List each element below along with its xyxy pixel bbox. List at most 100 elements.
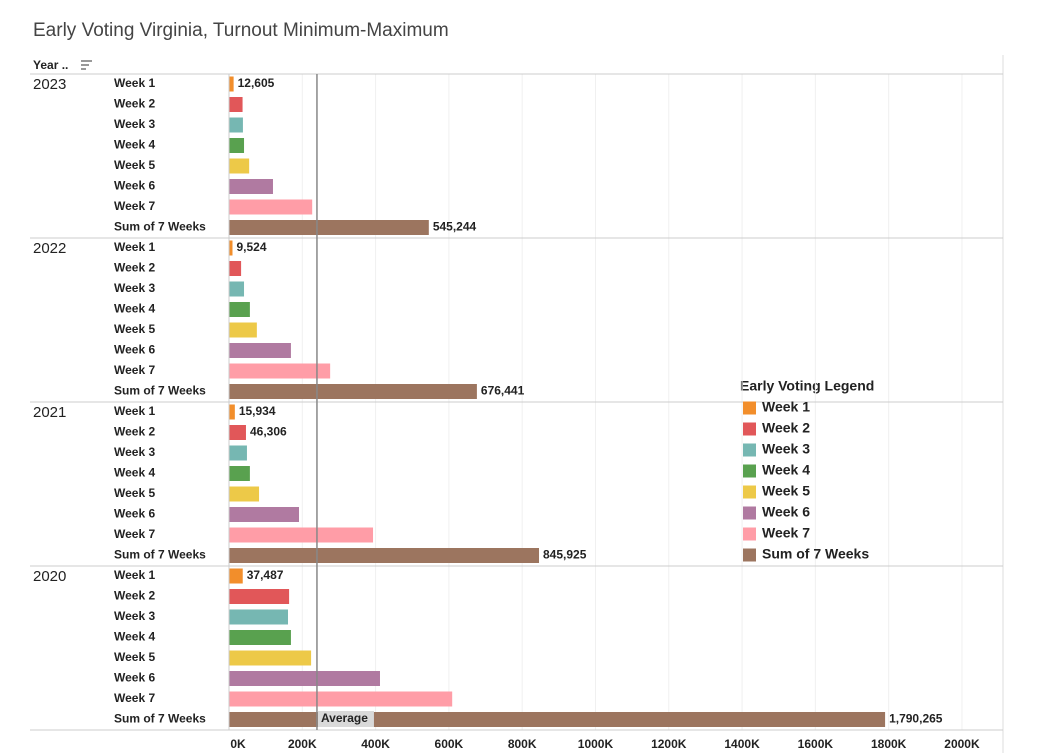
- bar: [229, 671, 380, 686]
- bar: [229, 404, 235, 420]
- data-label: 37,487: [247, 568, 284, 582]
- bar: [229, 568, 243, 584]
- row-label: Week 7: [114, 199, 155, 213]
- row-label: Week 1: [114, 568, 155, 582]
- reference-label: Average: [321, 711, 368, 725]
- row-label: Week 2: [114, 589, 155, 603]
- legend-swatch: [743, 506, 756, 520]
- row-label: Week 6: [114, 343, 155, 357]
- x-tick-label: 1200K: [651, 737, 687, 751]
- row-label: Week 1: [114, 76, 155, 90]
- bar: [229, 527, 374, 543]
- row-label: Week 3: [114, 117, 155, 131]
- group-header[interactable]: Year ..: [33, 58, 68, 72]
- row-label: Week 4: [114, 302, 155, 316]
- year-label: 2022: [33, 240, 66, 257]
- x-tick-label: 2000K: [944, 737, 980, 751]
- row-label: Sum of 7 Weeks: [114, 384, 206, 398]
- bar: [229, 630, 291, 645]
- row-label: Week 5: [114, 650, 155, 664]
- legend-title: Early Voting Legend: [740, 378, 874, 394]
- reference-label-bg: [317, 711, 374, 727]
- row-label: Sum of 7 Weeks: [114, 712, 206, 726]
- row-label: Sum of 7 Weeks: [114, 220, 206, 234]
- bar: [229, 220, 429, 235]
- legend-label: Week 4: [762, 462, 810, 478]
- row-label: Week 5: [114, 486, 155, 500]
- bar: [229, 712, 886, 727]
- bar: [229, 548, 540, 563]
- data-label: 15,934: [239, 404, 276, 418]
- row-label: Week 2: [114, 425, 155, 439]
- row-label: Week 7: [114, 691, 155, 705]
- data-label: 676,441: [481, 384, 525, 398]
- legend-label: Week 3: [762, 441, 810, 457]
- row-label: Week 3: [114, 445, 155, 459]
- year-label: 2020: [33, 568, 66, 585]
- data-label: 845,925: [543, 548, 587, 562]
- data-label: 12,605: [238, 76, 275, 90]
- legend-swatch: [743, 485, 756, 499]
- bar: [229, 97, 243, 112]
- legend-swatch: [743, 548, 756, 562]
- bar: [229, 343, 291, 358]
- bar: [229, 363, 331, 379]
- legend-swatch: [743, 527, 756, 541]
- row-label: Week 6: [114, 507, 155, 521]
- bar: [229, 322, 257, 338]
- row-label: Week 6: [114, 671, 155, 685]
- legend-swatch: [743, 464, 756, 478]
- bar: [229, 158, 250, 174]
- bar: [229, 384, 477, 399]
- bar: [229, 240, 233, 256]
- data-label: 46,306: [250, 425, 287, 439]
- row-label: Week 4: [114, 630, 155, 644]
- bar: [229, 261, 242, 276]
- x-tick-label: 1600K: [798, 737, 834, 751]
- data-label: 9,524: [236, 240, 266, 254]
- row-label: Sum of 7 Weeks: [114, 548, 206, 562]
- row-label: Week 3: [114, 281, 155, 295]
- legend-label: Week 6: [762, 504, 810, 520]
- x-tick-label: 600K: [435, 737, 464, 751]
- row-label: Week 4: [114, 138, 155, 152]
- legend-label: Week 2: [762, 420, 810, 436]
- bar: [229, 589, 290, 604]
- legend-label: Week 7: [762, 525, 810, 541]
- x-tick-label: 1000K: [578, 737, 614, 751]
- bar: [229, 486, 260, 502]
- year-label: 2021: [33, 404, 66, 421]
- row-label: Week 4: [114, 466, 155, 480]
- legend-label: Week 1: [762, 399, 810, 415]
- year-label: 2023: [33, 76, 66, 93]
- bar: [229, 691, 453, 707]
- legend-swatch: [743, 401, 756, 415]
- row-label: Week 1: [114, 404, 155, 418]
- bar: [229, 281, 245, 297]
- bar: [229, 302, 250, 317]
- row-label: Week 2: [114, 97, 155, 111]
- sort-icon[interactable]: [81, 60, 92, 70]
- row-label: Week 1: [114, 240, 155, 254]
- row-label: Week 5: [114, 158, 155, 172]
- bar: [229, 76, 234, 92]
- row-label: Week 7: [114, 527, 155, 541]
- row-label: Week 5: [114, 322, 155, 336]
- bar: [229, 138, 245, 153]
- legend-swatch: [743, 422, 756, 436]
- row-label: Week 2: [114, 261, 155, 275]
- data-label: 1,790,265: [889, 712, 943, 726]
- bar: [229, 466, 250, 481]
- x-tick-label: 1400K: [724, 737, 760, 751]
- legend-label: Sum of 7 Weeks: [762, 546, 869, 562]
- x-tick-label: 400K: [361, 737, 390, 751]
- row-label: Week 7: [114, 363, 155, 377]
- x-tick-label: 1800K: [871, 737, 907, 751]
- bar: [229, 609, 289, 625]
- bar: [229, 179, 273, 194]
- chart-title: Early Voting Virginia, Turnout Minimum-M…: [33, 20, 449, 41]
- bar: [229, 425, 246, 440]
- data-label: 545,244: [433, 220, 477, 234]
- row-label: Week 3: [114, 609, 155, 623]
